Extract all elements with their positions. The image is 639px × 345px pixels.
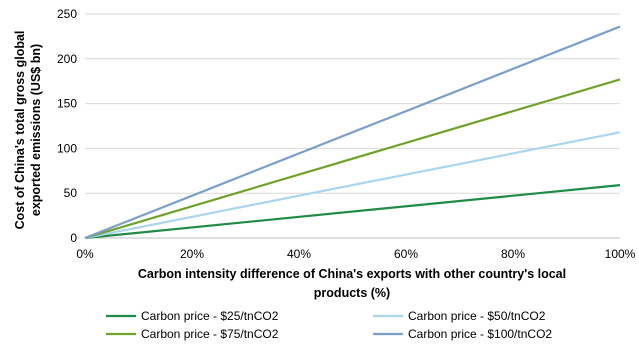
x-axis-title-line1: Carbon intensity difference of China's e… bbox=[138, 267, 566, 281]
x-tick-label-0: 0% bbox=[76, 247, 94, 261]
y-tick-label-4: 200 bbox=[57, 52, 77, 66]
legend: Carbon price - $25/tnCO2 Carbon price - $… bbox=[106, 309, 552, 341]
series-line-1 bbox=[84, 131, 621, 240]
y-tick-label-1: 50 bbox=[64, 186, 78, 200]
legend-label-3: Carbon price - $100/tnCO2 bbox=[408, 327, 552, 341]
series-line-0 bbox=[84, 184, 621, 240]
x-tick-labels: 0% 20% 40% 60% 80% 100% bbox=[76, 247, 635, 261]
x-tick-label-3: 60% bbox=[394, 247, 418, 261]
y-axis-title-line2: exported emissions (US$ bn) bbox=[29, 44, 43, 216]
y-axis-title-line1: Cost of China's total gross global bbox=[13, 31, 27, 230]
legend-label-0: Carbon price - $25/tnCO2 bbox=[141, 309, 279, 323]
x-tick-label-2: 40% bbox=[287, 247, 311, 261]
x-tick-label-5: 100% bbox=[605, 247, 636, 261]
y-tick-labels: 0 50 100 150 200 250 bbox=[57, 7, 77, 245]
series-lines bbox=[84, 25, 621, 240]
x-tick-label-1: 20% bbox=[180, 247, 204, 261]
series-line-2 bbox=[84, 78, 621, 240]
y-tick-label-0: 0 bbox=[70, 231, 77, 245]
y-tick-label-2: 100 bbox=[57, 141, 77, 155]
y-tick-label-3: 150 bbox=[57, 97, 77, 111]
legend-label-1: Carbon price - $50/tnCO2 bbox=[408, 309, 546, 323]
series-line-3 bbox=[84, 25, 621, 240]
x-tick-label-4: 80% bbox=[501, 247, 525, 261]
y-tick-label-5: 250 bbox=[57, 7, 77, 21]
legend-label-2: Carbon price - $75/tnCO2 bbox=[141, 327, 279, 341]
x-axis-title-line2: products (%) bbox=[314, 286, 390, 300]
